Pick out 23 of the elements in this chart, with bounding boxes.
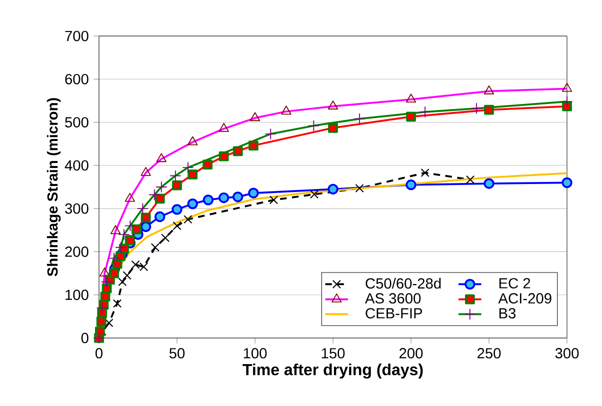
legend-label: B3 (499, 308, 516, 318)
legend-label: CEB-FIP (366, 308, 422, 318)
y-tick-label: 200 (65, 246, 88, 257)
y-tick-label: 500 (65, 117, 88, 128)
y-tick-label: 0 (81, 332, 88, 344)
legend-label: C50/60-28d (366, 278, 441, 289)
x-tick-label: 0 (95, 348, 102, 358)
y-tick-label: 400 (64, 160, 88, 171)
x-tick-label: 200 (400, 348, 423, 358)
legend-label: ACI-209 (498, 293, 552, 304)
legend-label: AS 3600 (364, 293, 421, 304)
x-tick-label: 100 (244, 348, 267, 358)
y-tick-label: 100 (66, 290, 88, 300)
x-tick-label: 300 (555, 348, 579, 358)
legend-label: EC 2 (499, 278, 530, 288)
y-axis-title: Shrinkage Strain (micron) (46, 98, 61, 276)
x-tick-label: 150 (322, 348, 345, 358)
y-tick-label: 600 (65, 74, 88, 84)
x-axis-title: Time after drying (days) (242, 364, 423, 379)
x-tick-label: 250 (478, 348, 501, 358)
y-tick-label: 300 (65, 203, 88, 214)
x-tick-label: 50 (169, 348, 185, 358)
y-tick-label: 700 (65, 30, 88, 42)
